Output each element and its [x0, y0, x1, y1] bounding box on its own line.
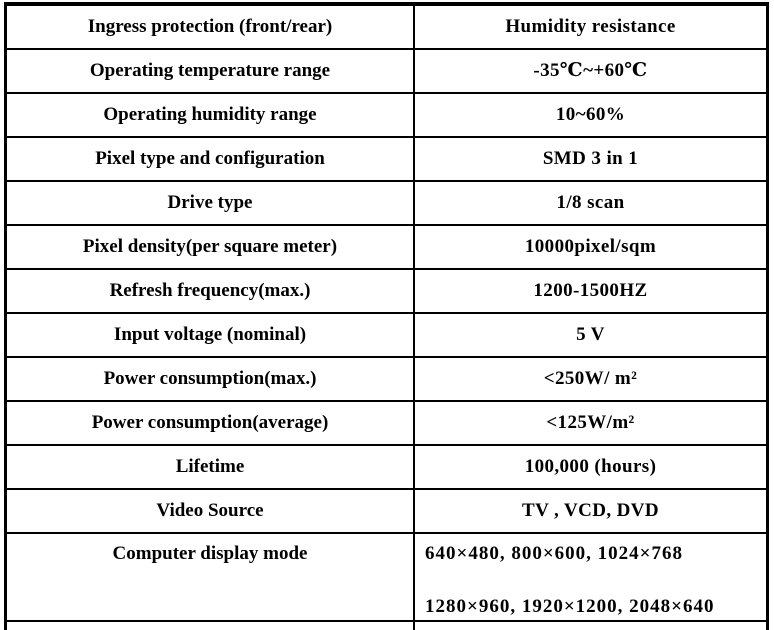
spec-label: Power consumption(max.): [7, 358, 415, 400]
table-row-pixel-density: Pixel density(per square meter) 10000pix…: [7, 226, 766, 270]
spec-label: Operating temperature range: [7, 50, 415, 92]
table-row-video-source: Video Source TV , VCD, DVD: [7, 490, 766, 534]
display-mode-line-2: 1280×960, 1920×1200, 2048×640: [425, 596, 715, 617]
spec-label: Pixel type and configuration: [7, 138, 415, 180]
table-row-operating-humidity: Operating humidity range 10~60%: [7, 94, 766, 138]
spec-label: Power consumption(average): [7, 402, 415, 444]
spec-label: Operating humidity range: [7, 94, 415, 136]
spec-label: Ingress protection (front/rear): [7, 6, 415, 48]
display-mode-line-1: 640×480, 800×600, 1024×768: [425, 543, 683, 564]
table-row-refresh-frequency: Refresh frequency(max.) 1200-1500HZ: [7, 270, 766, 314]
spec-label: Refresh frequency(max.): [7, 270, 415, 312]
spec-value: <250W/ m²: [543, 368, 638, 389]
table-row-computer-display-mode: Computer display mode 640×480, 800×600, …: [7, 534, 766, 622]
table-row-drive-type: Drive type 1/8 scan: [7, 182, 766, 226]
spec-label: Video Source: [7, 490, 415, 532]
spec-value: 100,000 (hours): [524, 456, 657, 477]
spec-label: Drive type: [7, 182, 415, 224]
table-row-power-consumption-average: Power consumption(average) <125W/m²: [7, 402, 766, 446]
table-row-input-voltage: Input voltage (nominal) 5 V: [7, 314, 766, 358]
spec-value: -35℃~+60℃: [533, 60, 648, 81]
spec-value: 1/8 scan: [556, 192, 625, 213]
spec-label: Lifetime: [7, 446, 415, 488]
table-row-power-consumption-max: Power consumption(max.) <250W/ m²: [7, 358, 766, 402]
spec-value: Humidity resistance: [505, 16, 676, 37]
table-row-cutoff: [7, 622, 766, 630]
spec-value: SMD 3 in 1: [542, 148, 639, 169]
spec-value: TV , VCD, DVD: [522, 500, 659, 521]
table-row-operating-temperature: Operating temperature range -35℃~+60℃: [7, 50, 766, 94]
table-row-ingress-protection: Ingress protection (front/rear) Humidity…: [7, 6, 766, 50]
spec-value: 5 V: [576, 324, 605, 345]
spec-value: 10~60%: [555, 104, 626, 125]
spec-label: Computer display mode: [7, 534, 415, 620]
table-row-lifetime: Lifetime 100,000 (hours): [7, 446, 766, 490]
spec-value: 10000pixel/sqm: [524, 236, 657, 257]
column-divider-stub: [7, 622, 415, 630]
spec-label: Pixel density(per square meter): [7, 226, 415, 268]
spec-value: 640×480, 800×600, 1024×768 1280×960, 192…: [415, 534, 766, 620]
table-row-pixel-type: Pixel type and configuration SMD 3 in 1: [7, 138, 766, 182]
spec-label: Input voltage (nominal): [7, 314, 415, 356]
spec-value: 1200-1500HZ: [533, 280, 648, 301]
spec-table: Ingress protection (front/rear) Humidity…: [4, 2, 769, 630]
spec-value: <125W/m²: [546, 412, 635, 433]
